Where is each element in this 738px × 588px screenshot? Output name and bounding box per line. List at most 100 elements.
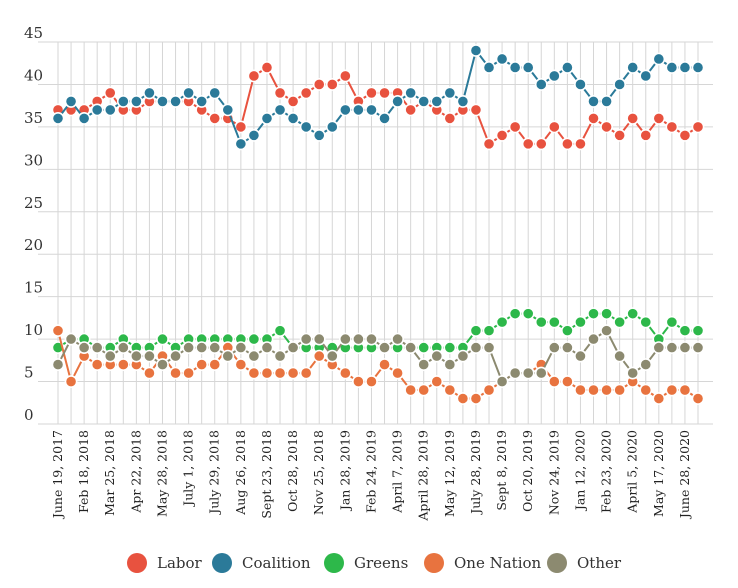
data-point-coalition — [273, 103, 287, 117]
data-point-labor — [260, 61, 274, 74]
legend-item-one-nation: One Nation — [424, 553, 542, 573]
data-point-coalition — [652, 52, 666, 66]
legend: Labor Coalition Greens One Nation Other — [127, 553, 622, 573]
data-point-coalition — [613, 78, 627, 91]
data-point-labor — [521, 137, 535, 151]
legend-item-labor: Labor — [127, 553, 203, 573]
x-tick-label: July 28, 2019 — [468, 430, 483, 516]
data-point-coalition — [195, 95, 209, 108]
data-point-other — [90, 341, 104, 354]
data-point-other — [404, 341, 418, 354]
x-tick-label: Feb 24, 2019 — [363, 430, 378, 513]
data-point-other — [234, 341, 248, 354]
x-tick-label: Apr 22, 2018 — [128, 430, 143, 514]
data-point-one-nation — [443, 383, 457, 397]
data-point-other — [547, 341, 561, 354]
data-point-labor — [299, 86, 313, 100]
y-tick-label: 5 — [24, 364, 34, 382]
data-point-labor — [639, 128, 653, 142]
data-point-coalition — [574, 78, 587, 91]
data-point-coalition — [247, 128, 261, 142]
data-point-labor — [691, 120, 705, 134]
legend-swatch-greens — [324, 553, 344, 573]
legend-item-coalition: Coalition — [212, 553, 311, 573]
data-point-one-nation — [286, 366, 300, 380]
data-point-coalition — [665, 61, 679, 74]
legend-item-other: Other — [547, 553, 622, 573]
data-point-greens — [560, 324, 574, 338]
data-point-other — [560, 341, 574, 354]
data-point-other — [195, 341, 209, 354]
data-point-labor — [547, 120, 561, 134]
x-tick-label: Oct 28, 2018 — [285, 430, 300, 512]
data-point-labor — [338, 69, 352, 83]
data-point-other — [260, 341, 274, 354]
data-point-other — [169, 349, 182, 363]
data-point-other — [352, 332, 365, 346]
data-point-one-nation — [587, 383, 600, 397]
legend-swatch-coalition — [212, 553, 232, 573]
data-point-labor — [652, 112, 666, 125]
data-point-other — [247, 349, 261, 363]
data-point-other — [521, 366, 535, 380]
data-point-other — [77, 341, 91, 354]
data-point-labor — [404, 103, 418, 117]
x-tick-label: Jan 28, 2019 — [337, 430, 352, 512]
data-point-greens — [156, 332, 169, 346]
legend-label-greens: Greens — [354, 554, 408, 572]
data-point-coalition — [103, 103, 117, 117]
data-point-one-nation — [482, 383, 496, 397]
data-point-coalition — [365, 103, 378, 117]
y-tick-label: 25 — [24, 194, 43, 212]
data-point-labor — [665, 120, 679, 134]
data-point-greens — [508, 307, 522, 321]
data-point-one-nation — [574, 383, 587, 397]
data-point-coalition — [143, 86, 156, 100]
x-tick-label: Jan 12, 2020 — [572, 430, 587, 512]
data-point-one-nation — [600, 383, 613, 397]
data-point-coalition — [417, 95, 431, 108]
y-tick-label: 0 — [24, 406, 34, 424]
data-point-greens — [273, 324, 287, 338]
x-tick-label: June 19, 2017 — [50, 430, 65, 520]
data-point-other — [639, 358, 653, 371]
y-tick-label: 20 — [24, 236, 43, 254]
x-tick-label: June 28, 2020 — [677, 430, 692, 520]
data-point-greens — [665, 315, 679, 329]
data-point-coalition — [626, 61, 640, 74]
data-point-labor — [600, 120, 613, 134]
data-point-coalition — [312, 128, 326, 142]
y-tick-label: 35 — [24, 109, 43, 127]
data-point-other — [482, 341, 496, 354]
data-point-coalition — [325, 120, 339, 134]
data-point-other — [391, 332, 404, 346]
data-point-greens — [443, 341, 457, 354]
x-tick-label: Feb 18, 2018 — [76, 430, 91, 513]
data-point-coalition — [678, 61, 692, 74]
legend-item-greens: Greens — [324, 553, 408, 573]
data-point-other — [587, 332, 600, 346]
data-point-one-nation — [391, 366, 404, 380]
x-axis: June 19, 2017 Feb 18, 2018 Mar 25, 2018 Apr… — [50, 430, 692, 522]
data-point-other — [469, 341, 483, 354]
data-point-one-nation — [208, 358, 222, 371]
x-tick-label: April 5, 2020 — [625, 430, 640, 514]
data-point-labor — [574, 137, 587, 151]
data-point-one-nation — [639, 383, 653, 397]
data-point-coalition — [378, 112, 391, 125]
data-point-other — [665, 341, 679, 354]
data-point-one-nation — [234, 358, 248, 371]
data-point-one-nation — [691, 392, 705, 405]
data-point-other — [443, 358, 457, 371]
x-tick-label: April 28, 2019 — [416, 430, 431, 522]
data-point-labor — [365, 86, 378, 100]
data-point-labor — [534, 137, 548, 151]
data-point-one-nation — [338, 366, 352, 380]
data-point-coalition — [129, 95, 143, 108]
data-point-other — [365, 332, 378, 346]
data-point-other — [613, 349, 627, 363]
data-point-other — [103, 349, 117, 363]
data-point-greens — [534, 315, 548, 329]
data-point-other — [312, 332, 326, 346]
data-point-other — [691, 341, 705, 354]
